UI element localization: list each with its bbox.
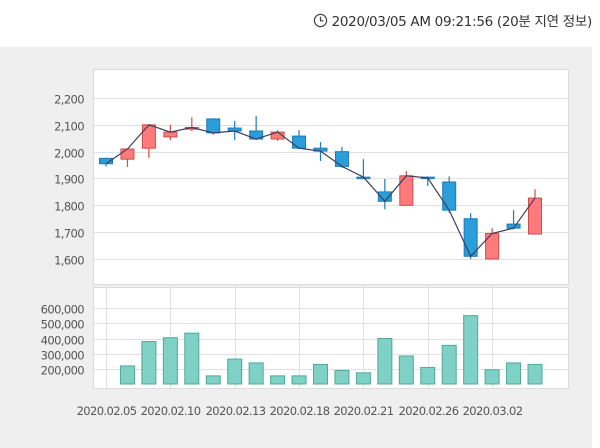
volume-bar — [184, 332, 200, 385]
volume-tick-label: 500,000 — [41, 318, 85, 332]
candle — [206, 118, 221, 135]
candle-body — [485, 232, 500, 260]
candle-body — [206, 118, 221, 134]
volume-bar — [377, 338, 393, 385]
candle-body — [334, 151, 349, 167]
volume-bar — [248, 362, 264, 385]
volume-tick-label: 600,000 — [41, 303, 85, 317]
price-tick-label: 1,600 — [54, 254, 84, 268]
price-tick-label: 2,200 — [54, 93, 84, 107]
volume-bar — [119, 365, 135, 385]
date-tick-label: 2020.02.21 — [334, 404, 394, 418]
volume-bar — [313, 363, 328, 385]
volume-bar — [463, 315, 479, 385]
volume-tick-label: 400,000 — [41, 334, 85, 348]
date-tick-label: 2020.02.26 — [399, 404, 459, 418]
update-timestamp: 2020/03/05 AM 09:21:56 (20분 지연 정보) — [313, 10, 592, 30]
volume-bar — [162, 337, 178, 385]
volume-tick-label: 300,000 — [41, 349, 85, 363]
header-bar: 2020/03/05 AM 09:21:56 (20분 지연 정보) — [0, 0, 600, 47]
volume-bar — [334, 370, 350, 385]
price-tick-label: 1,900 — [54, 173, 84, 187]
price-tick-label: 2,000 — [54, 147, 84, 161]
volume-bar — [205, 375, 221, 385]
candle-body — [442, 181, 457, 211]
volume-bar — [420, 366, 436, 385]
price-panel: 2,200 2,100 2,000 1,900 1,800 1,700 1,600 — [54, 69, 569, 290]
volume-bar — [227, 358, 243, 385]
date-tick-label: 2020.02.05 — [77, 404, 137, 418]
volume-bar — [527, 363, 543, 385]
date-tick-label: 2020.03.02 — [463, 404, 523, 418]
candle-body — [163, 131, 178, 138]
volume-bar — [270, 375, 286, 385]
right-strip — [592, 47, 600, 448]
timestamp-text: 2020/03/05 AM 09:21:56 (20분 지연 정보) — [331, 14, 593, 30]
candle-body — [292, 135, 307, 149]
clock-icon — [313, 13, 327, 27]
volume-bar — [398, 355, 414, 385]
volume-tick-label: 200,000 — [41, 364, 85, 378]
date-tick-label: 2020.02.10 — [141, 404, 201, 418]
candle-body — [141, 124, 156, 149]
candle — [334, 147, 349, 168]
close-price-line — [105, 124, 536, 258]
volume-bar — [291, 375, 307, 385]
price-tick-label: 1,800 — [54, 200, 84, 214]
volume-bar — [506, 362, 522, 385]
candle — [442, 176, 457, 213]
volume-bar — [484, 369, 500, 385]
candle-body — [120, 148, 135, 160]
volume-bar — [141, 341, 157, 385]
price-tick-label: 1,700 — [54, 227, 84, 241]
candle — [528, 189, 542, 235]
price-tick-label: 2,100 — [54, 120, 84, 134]
candle-body — [399, 175, 414, 206]
volume-bar — [441, 344, 457, 385]
date-tick-label: 2020.02.13 — [206, 404, 266, 418]
date-tick-label: 2020.02.18 — [270, 404, 330, 418]
volume-bar — [355, 372, 371, 385]
